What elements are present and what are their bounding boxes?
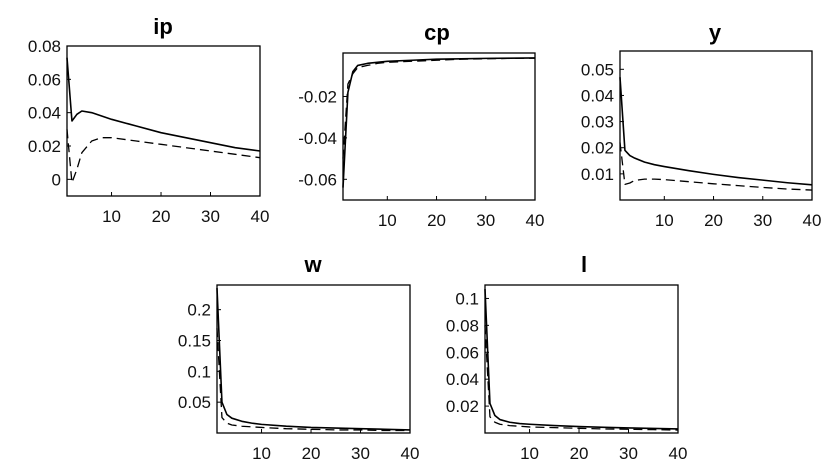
y-tick-label: 0.04 [28,104,61,123]
panel-title: cp [424,20,450,45]
x-tick-label: 20 [152,207,171,226]
y-tick-label: 0.04 [446,370,479,389]
plot-frame [619,50,813,201]
series-dashed-line [342,57,536,159]
x-tick-label: 10 [252,444,271,463]
x-tick-label: 10 [378,211,397,230]
x-tick-label: 30 [201,207,220,226]
y-tick-label: 0.1 [187,362,211,381]
plot-frame [484,284,679,434]
plot-frame [66,45,261,197]
panel-l: l 10 20 30 40 0.02 0.04 0.06 0.08 0.1 [446,252,688,463]
series-solid-line [619,77,813,186]
plot-frame [216,284,411,434]
plot-area: 10 20 30 40 0.01 0.02 0.03 0.04 0.05 [581,60,822,230]
panel-ip: ip 10 20 30 40 0 0.02 0.04 0.06 0.08 [28,14,270,226]
x-tick-label: 30 [619,444,638,463]
x-tick-label: 30 [753,211,772,230]
y-tick-label: 0.08 [28,37,61,56]
x-tick-label: 20 [704,211,723,230]
plot-area: 10 20 30 40 0.05 0.1 0.15 0.2 [178,288,420,463]
x-tick-label: 20 [570,444,589,463]
y-tick-label: 0 [52,170,61,189]
panel-title: l [581,252,587,277]
x-tick-label: 40 [526,211,545,230]
panel-title: y [709,20,722,45]
x-tick-label: 10 [655,211,674,230]
y-tick-label: 0.06 [446,343,479,362]
x-tick-label: 40 [669,444,688,463]
y-tick-label: 0.02 [446,397,479,416]
series-solid-line [342,57,536,188]
y-tick-label: -0.02 [298,87,337,106]
y-tick-label: 0.06 [28,70,61,89]
y-tick-label: 0.15 [178,332,211,351]
plot-area: 10 20 30 40 -0.06 -0.04 -0.02 [298,57,545,230]
series-dashed-line [66,129,261,184]
series-dashed-line [484,325,679,431]
y-tick-label: -0.06 [298,170,337,189]
series-solid-line [216,288,411,431]
y-tick-label: 0.04 [581,86,614,105]
series-dashed-line [619,142,813,191]
y-tick-label: -0.04 [298,129,337,148]
x-tick-label: 40 [401,444,420,463]
x-tick-label: 20 [427,211,446,230]
y-tick-label: 0.2 [187,301,211,320]
panel-w: w 10 20 30 40 0.05 0.1 0.15 0.2 [178,252,420,463]
x-tick-label: 40 [803,211,822,230]
x-tick-label: 30 [476,211,495,230]
plot-area: 10 20 30 40 0.02 0.04 0.06 0.08 0.1 [446,289,688,463]
series-solid-line [66,57,261,152]
y-tick-label: 0.03 [581,113,614,132]
x-tick-label: 40 [251,207,270,226]
x-tick-label: 10 [102,207,121,226]
y-tick-label: 0.08 [446,316,479,335]
panel-cp: cp 10 20 30 40 -0.06 -0.04 -0.02 [298,20,544,230]
plot-area: 10 20 30 40 0 0.02 0.04 0.06 0.08 [28,37,270,226]
panel-title: w [303,252,322,277]
y-tick-label: 0.05 [581,60,614,79]
panel-title: ip [153,14,173,39]
panel-y: y 10 20 30 40 0.01 0.02 0.03 0.04 0.05 [581,20,822,230]
y-tick-label: 0.01 [581,165,614,184]
y-tick-label: 0.1 [455,289,479,308]
series-dashed-line [216,328,410,432]
x-tick-label: 20 [302,444,321,463]
y-tick-label: 0.02 [28,137,61,156]
series-solid-line [484,289,679,430]
y-tick-label: 0.05 [178,393,211,412]
x-tick-label: 30 [351,444,370,463]
plot-frame [342,52,536,201]
y-tick-label: 0.02 [581,139,614,158]
x-tick-label: 10 [520,444,539,463]
